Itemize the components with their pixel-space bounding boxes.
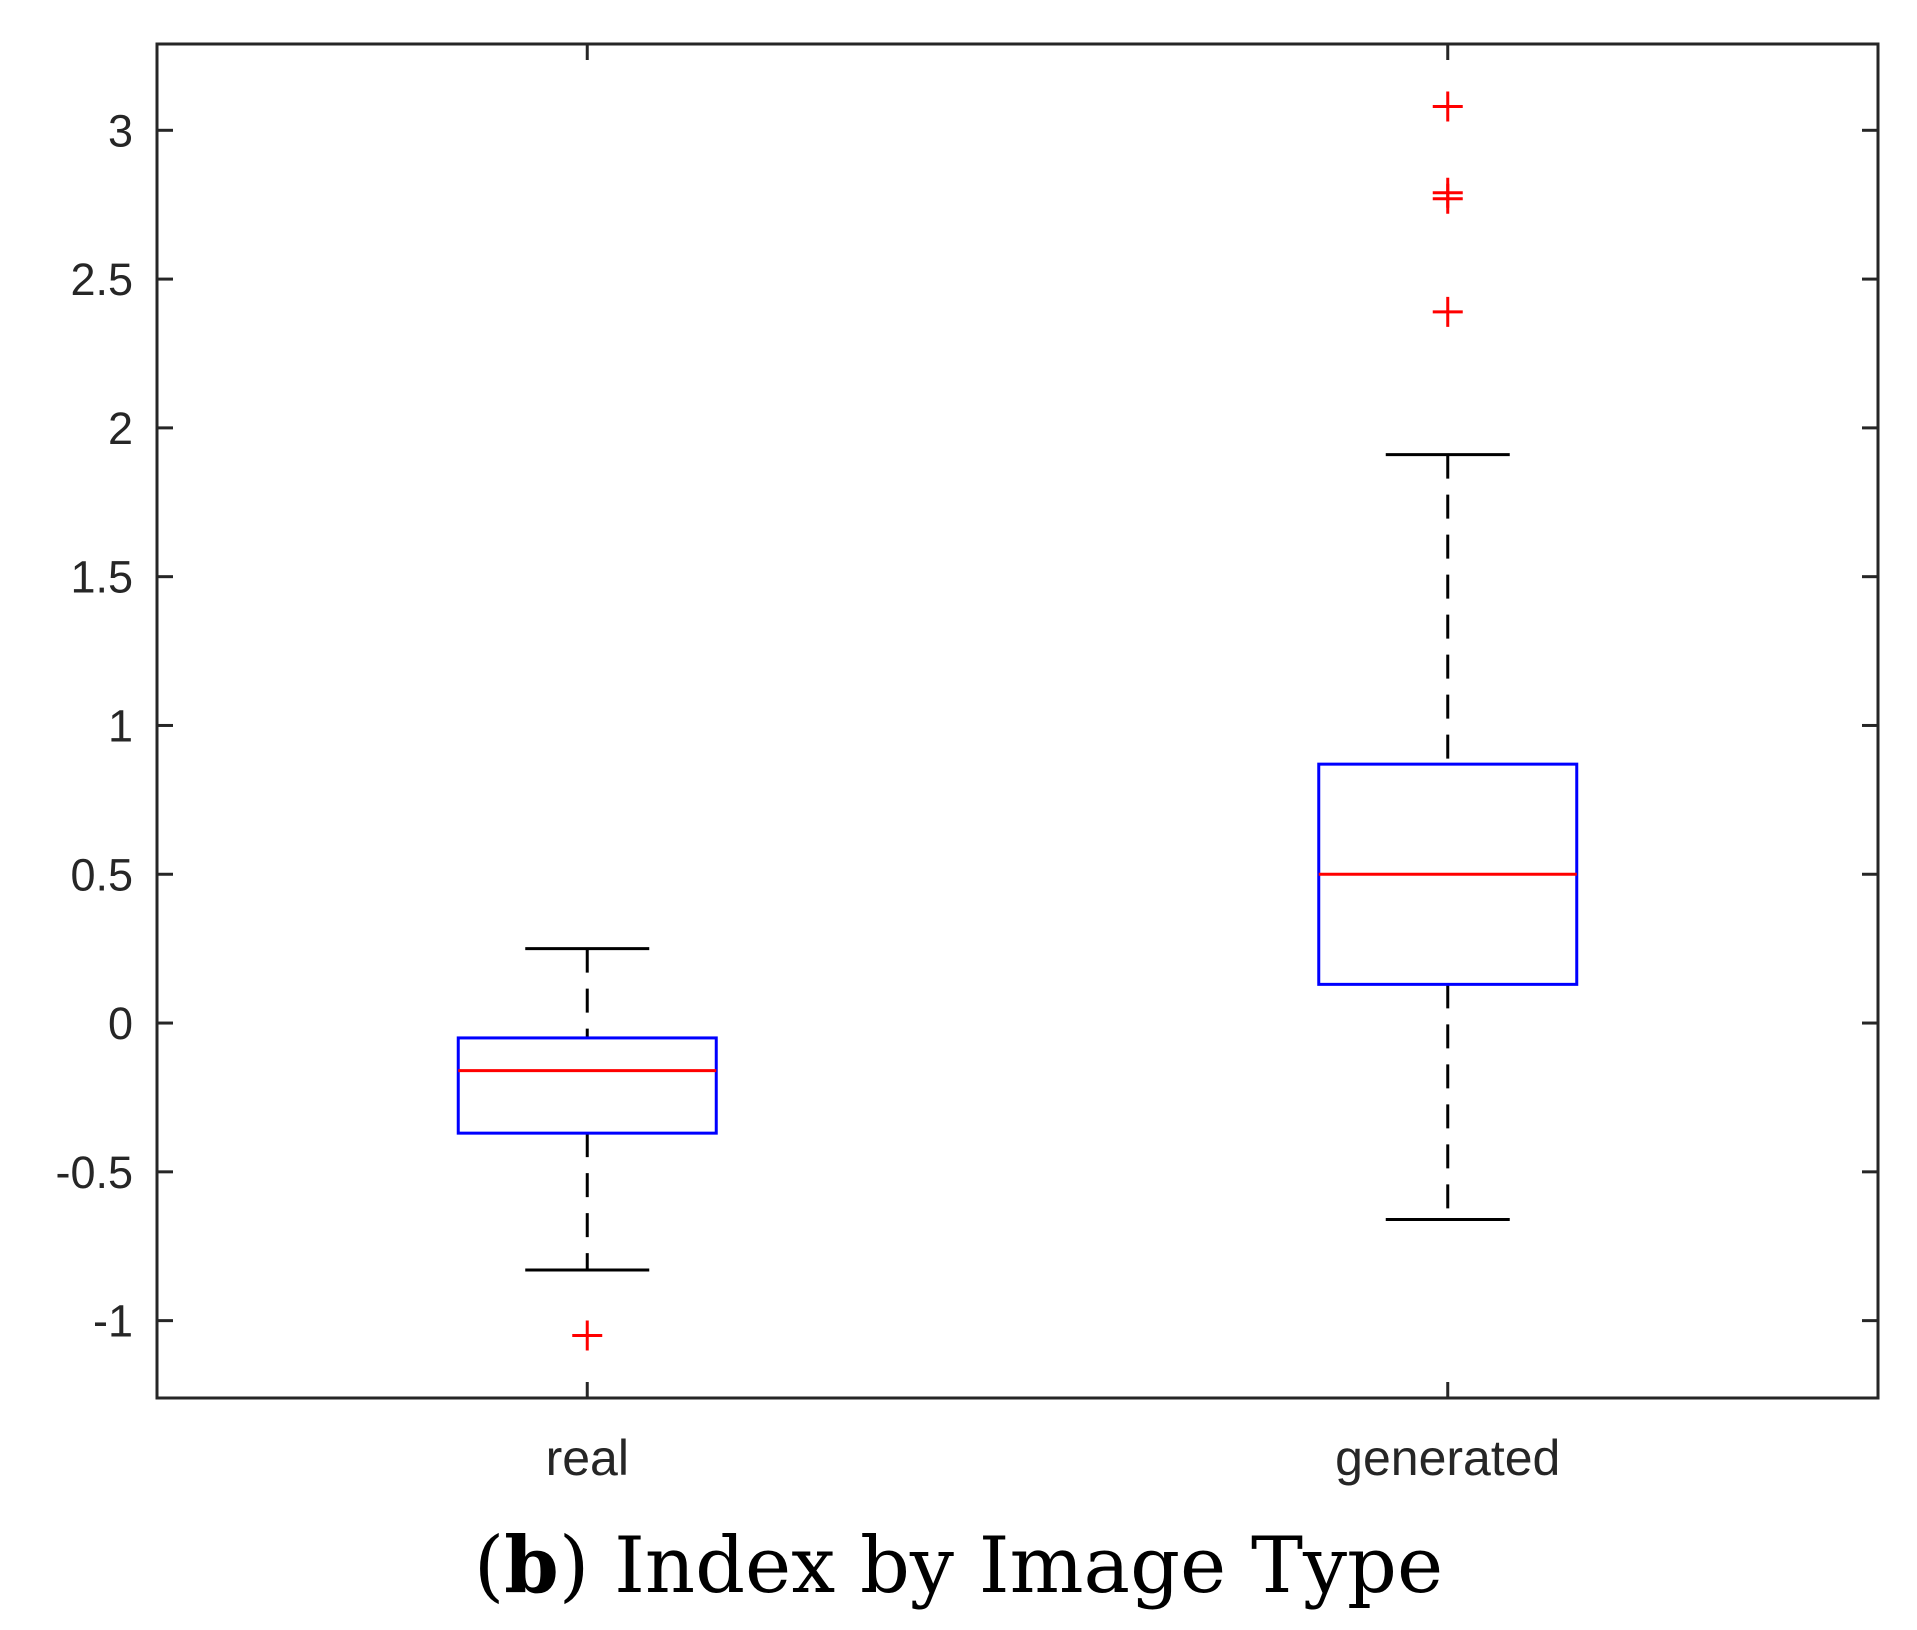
y-tick-label-0: -1 <box>93 1296 133 1347</box>
figure-caption: (b) Index by Image Type <box>0 1520 1917 1611</box>
y-tick-label-8: 3 <box>108 105 133 156</box>
y-tick-label-1: -0.5 <box>55 1147 133 1198</box>
outlier-generated-0 <box>1432 91 1463 122</box>
outlier-generated-3 <box>1432 296 1463 327</box>
caption-text: Index by Image Type <box>589 1521 1444 1611</box>
y-tick-label-3: 0.5 <box>70 849 133 900</box>
y-tick-label-4: 1 <box>108 700 133 751</box>
y-tick-label-7: 2.5 <box>70 254 133 305</box>
caption-letter: b <box>504 1520 559 1611</box>
y-tick-label-2: 0 <box>108 998 133 1049</box>
caption-open-paren: ( <box>473 1521 505 1611</box>
outlier-real-0 <box>572 1320 603 1351</box>
caption-close-paren: ) <box>558 1521 590 1611</box>
box-real <box>456 1036 718 1135</box>
x-tick-label-generated: generated <box>1335 1430 1560 1486</box>
plot-area-frame <box>155 42 1880 1400</box>
x-tick-label-real: real <box>546 1430 629 1486</box>
outlier-generated-2 <box>1432 183 1463 214</box>
y-tick-label-5: 1.5 <box>70 552 133 603</box>
y-tick-label-6: 2 <box>108 403 133 454</box>
